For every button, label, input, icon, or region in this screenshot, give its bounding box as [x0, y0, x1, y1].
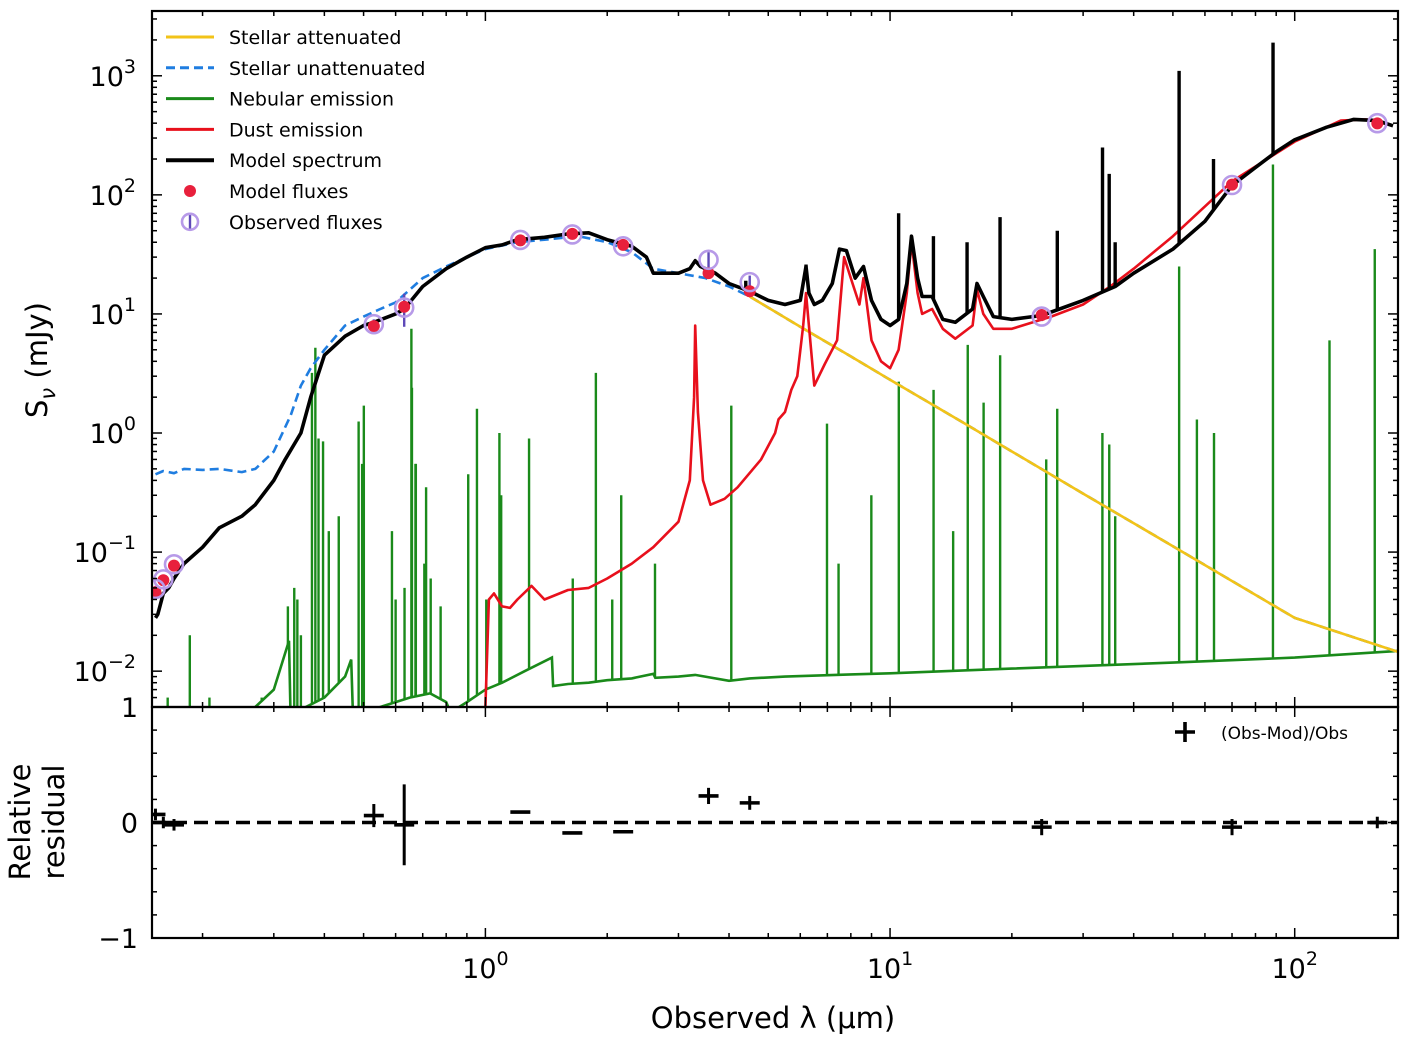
legend-label: Dust emission [229, 119, 363, 141]
observed-flux-point [1367, 112, 1388, 134]
model-flux-point [367, 320, 380, 333]
observed-flux-point [1031, 306, 1052, 327]
legend-entry: Dust emission [166, 119, 363, 141]
residual-point [152, 808, 166, 821]
x-axis-label: Observed λ (μm) [651, 1001, 895, 1035]
residual-point [1367, 816, 1388, 829]
model-flux-point [152, 586, 162, 599]
x-tick-label: 101 [867, 948, 913, 985]
residual-point [1031, 819, 1052, 836]
residual-point [163, 819, 184, 831]
residual-point [394, 784, 415, 866]
y-tick-label: 1 [121, 693, 138, 724]
residual-y-tick-labels: −1 0 1 [98, 693, 138, 955]
legend-entry: Stellar unattenuated [166, 58, 426, 80]
model-flux-point [1371, 117, 1384, 130]
residual-point [698, 787, 719, 805]
model-flux-point [1035, 308, 1048, 321]
observed-flux-point [562, 224, 583, 245]
dust-emission-line [484, 118, 1389, 707]
nebular-continuum-line [254, 640, 1398, 707]
legend-entry: Model fluxes [184, 181, 348, 203]
observed-flux-point [739, 271, 761, 293]
y-tick-label: 100 [90, 413, 136, 450]
sed-plot-area [152, 42, 1398, 707]
sed-panel: 10−2 10−1 100 101 102 103 Sν (mJy) Stellar at… [20, 9, 1400, 709]
legend-label: Model fluxes [229, 181, 348, 203]
legend-swatch [180, 212, 200, 232]
y-tick-label: 0 [121, 809, 138, 840]
sed-y-tick-labels: 10−2 10−1 100 101 102 103 [74, 56, 136, 688]
observed-flux-point [393, 297, 415, 318]
residual-y-axis-label-line1: Relative [3, 764, 37, 881]
residual-frame [150, 705, 1400, 940]
y-tick-label: 101 [90, 294, 136, 331]
x-tick-labels: 100 101 102 [462, 948, 1318, 985]
observed-flux-point [612, 235, 634, 257]
residual-legend-label: (Obs-Mod)/Obs [1221, 724, 1348, 744]
y-tick-label: 102 [90, 175, 136, 212]
legend-swatch [184, 185, 196, 197]
residual-point [1222, 819, 1243, 836]
x-tick-label: 100 [462, 948, 508, 985]
y-tick-label: 103 [90, 56, 136, 93]
legend-entry: Model spectrum [166, 150, 382, 172]
model-flux-point [398, 300, 411, 313]
legend-label: Nebular emission [229, 89, 394, 111]
legend-entry: Stellar attenuated [166, 27, 401, 49]
legend-label: Stellar unattenuated [229, 58, 426, 80]
residual-point [739, 795, 760, 810]
stellar-attenuated-line [749, 295, 1398, 654]
model-flux-point [702, 267, 715, 280]
model-flux-point [167, 559, 180, 572]
y-tick-label: −1 [98, 924, 138, 955]
model-flux-point [617, 238, 630, 251]
model-flux-point [566, 227, 579, 240]
stellar-unattenuated-line [154, 234, 1398, 654]
residual-plot-area [152, 784, 1398, 866]
observed-flux-point [163, 553, 185, 575]
sed-y-axis-label: Sν (mJy) [20, 302, 60, 418]
model-spectrum-line [153, 117, 1394, 619]
y-tick-label: 10−1 [74, 532, 136, 569]
model-flux-point [1226, 178, 1239, 191]
legend-label: Stellar attenuated [229, 27, 401, 49]
legend-entry: Nebular emission [166, 89, 394, 111]
y-tick-label: 10−2 [74, 651, 136, 688]
observed-flux-point [510, 229, 531, 251]
x-tick-label: 102 [1271, 948, 1317, 985]
model-flux-point [157, 574, 170, 587]
legend-entry: Observed fluxes [180, 212, 383, 234]
observed-flux-point [1221, 174, 1243, 196]
legend-label: Observed fluxes [229, 212, 383, 234]
residual-legend: (Obs-Mod)/Obs [1175, 722, 1348, 744]
observed-flux-point [698, 249, 719, 271]
observed-flux-point [153, 569, 174, 590]
residual-panel: −1 0 1 100 101 102 Relative residual Observe… [3, 693, 1400, 1035]
model-flux-point [514, 234, 527, 247]
residual-point [363, 804, 384, 828]
residual-y-axis-label-line2: residual [37, 765, 71, 880]
legend-label: Model spectrum [229, 150, 382, 172]
observed-flux-point [363, 313, 385, 335]
sed-legend: Stellar attenuated Stellar unattenuated Ne… [166, 27, 426, 234]
